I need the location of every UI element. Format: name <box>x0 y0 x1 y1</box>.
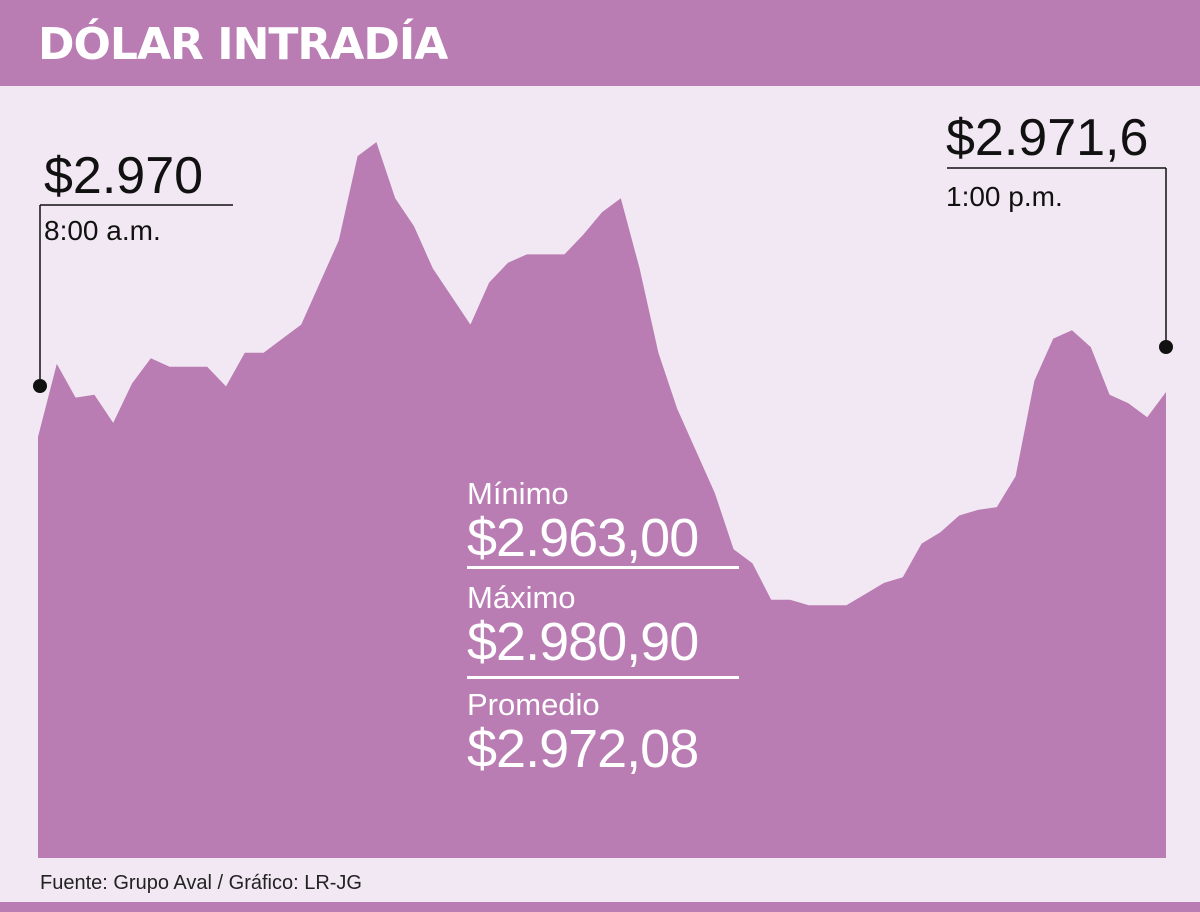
start-marker <box>33 379 47 393</box>
start-value: $2.970 <box>44 147 204 205</box>
avg-label: Promedio <box>467 687 600 722</box>
min-label: Mínimo <box>467 476 569 511</box>
end-value: $2.971,6 <box>946 109 1149 167</box>
header-bar <box>0 0 1200 86</box>
max-label: Máximo <box>467 580 576 615</box>
intraday-area <box>38 142 1166 859</box>
avg-value: $2.972,08 <box>467 719 699 779</box>
min-value: $2.963,00 <box>467 508 699 568</box>
chart-title: DÓLAR INTRADÍA <box>38 19 448 70</box>
max-value: $2.980,90 <box>467 612 699 672</box>
footer-bar <box>0 902 1200 912</box>
max-underline <box>467 676 739 679</box>
min-underline <box>467 566 739 569</box>
start-time: 8:00 a.m. <box>44 215 161 246</box>
end-marker <box>1159 340 1173 354</box>
source-note: Fuente: Grupo Aval / Gráfico: LR-JG <box>40 872 362 894</box>
end-time: 1:00 p.m. <box>946 181 1063 212</box>
